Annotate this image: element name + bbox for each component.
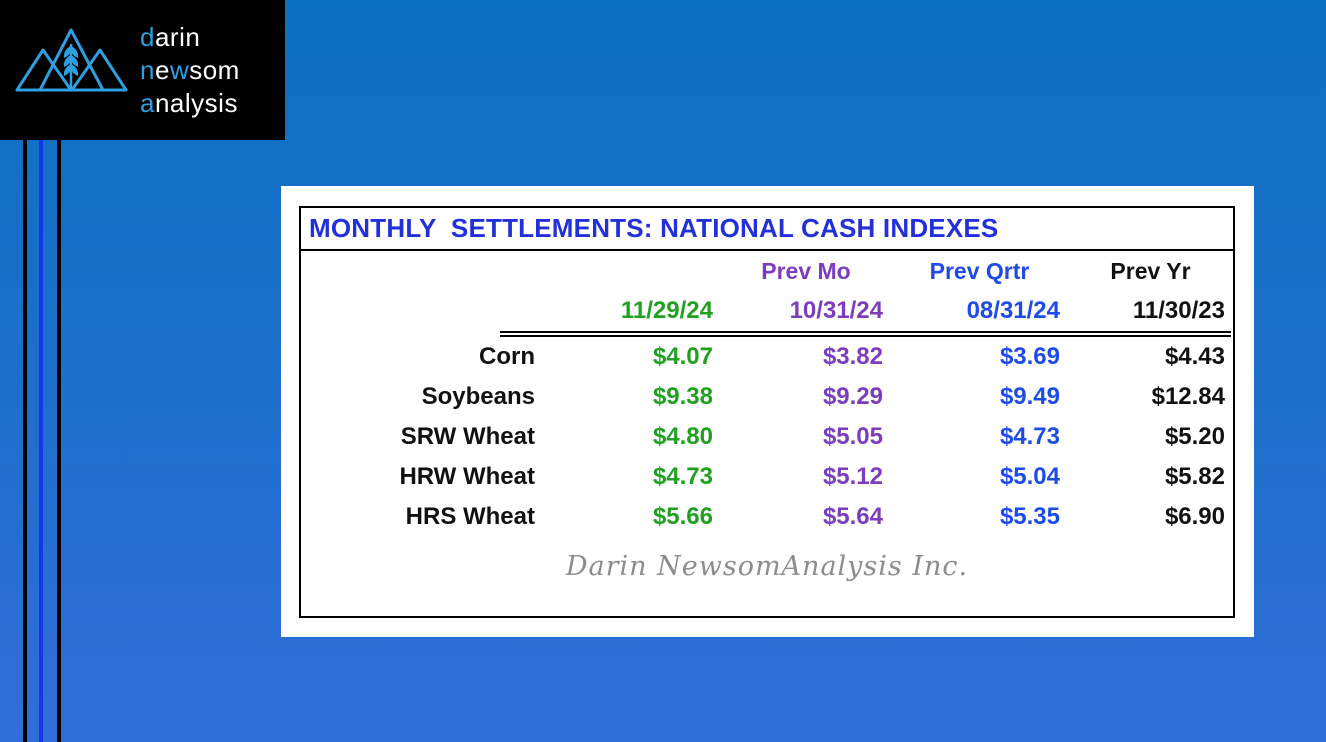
table-row-hrs-wheat: HRS Wheat $5.66 $5.64 $5.35 $6.90 [301,497,1233,537]
date-prev-yr: 11/30/23 [1132,297,1225,324]
column-header-row: Prev Mo Prev Qrtr Prev Yr [301,251,1233,291]
date-header-row: 11/29/24 10/31/24 08/31/24 11/30/23 [301,291,1233,331]
value-prev-mo: $5.64 [822,503,883,530]
header-prev-mo: Prev Mo [761,257,851,284]
header-spacer [301,251,543,291]
brand-word-darin: darin [140,22,201,52]
brand-word-analysis: analysis [140,88,238,118]
double-underline [500,331,1231,337]
table-row-soybeans: Soybeans $9.38 $9.29 $9.49 $12.84 [301,377,1233,417]
row-label: SRW Wheat [400,423,535,450]
value-current: $4.73 [652,463,713,490]
value-prev-qrtr: $9.49 [999,383,1060,410]
settlements-card: MONTHLY SETTLEMENTS: NATIONAL CASH INDEX… [281,186,1254,637]
value-prev-yr: $4.43 [1164,343,1225,370]
value-prev-qrtr: $5.35 [999,503,1060,530]
table-row-srw-wheat: SRW Wheat $4.80 $5.05 $4.73 $5.20 [301,417,1233,457]
table-footer-row: Darin NewsomAnalysis Inc. [301,537,1233,614]
table-row-hrw-wheat: HRW Wheat $4.73 $5.12 $5.04 $5.82 [301,457,1233,497]
header-prev-qrtr: Prev Qrtr [929,257,1030,284]
row-label: Corn [479,343,535,370]
date-current: 11/29/24 [620,297,713,324]
header-spacer [543,251,721,291]
table-title: MONTHLY SETTLEMENTS: NATIONAL CASH INDEX… [309,213,999,243]
value-prev-yr: $6.90 [1164,503,1225,530]
header-prev-yr: Prev Yr [1110,257,1191,284]
date-prev-qrtr: 08/31/24 [966,297,1060,324]
left-stripe-black-inner [57,140,61,742]
value-current: $9.38 [652,383,713,410]
left-stripe-black-outer [23,140,27,742]
value-prev-yr: $5.20 [1164,423,1225,450]
row-label: HRS Wheat [405,503,535,530]
value-prev-qrtr: $3.69 [999,343,1060,370]
date-prev-mo: 10/31/24 [789,297,883,324]
value-prev-mo: $9.29 [822,383,883,410]
brand-word-newsom: newsom [140,55,240,85]
value-prev-qrtr: $5.04 [999,463,1060,490]
value-prev-yr: $12.84 [1151,383,1225,410]
value-prev-mo: $5.05 [822,423,883,450]
value-current: $4.80 [652,423,713,450]
table-row-corn: Corn $4.07 $3.82 $3.69 $4.43 [301,337,1233,377]
value-current: $4.07 [652,343,713,370]
date-spacer [301,291,543,331]
brand-logo: darin newsom analysis [0,0,285,140]
table-title-row: MONTHLY SETTLEMENTS: NATIONAL CASH INDEX… [301,208,1233,251]
signature-text: Darin NewsomAnalysis Inc. [565,551,969,582]
left-stripe-blue [39,140,43,742]
value-prev-mo: $3.82 [822,343,883,370]
row-label: Soybeans [421,383,535,410]
brand-wordmark: darin newsom analysis [140,21,240,120]
value-prev-yr: $5.82 [1164,463,1225,490]
row-label: HRW Wheat [399,463,535,490]
settlements-table: MONTHLY SETTLEMENTS: NATIONAL CASH INDEX… [299,206,1235,618]
dna-triangles-wheat-icon [15,28,128,97]
value-current: $5.66 [652,503,713,530]
value-prev-qrtr: $4.73 [999,423,1060,450]
value-prev-mo: $5.12 [822,463,883,490]
